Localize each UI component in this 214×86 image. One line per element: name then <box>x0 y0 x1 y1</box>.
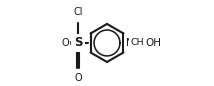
Text: OH: OH <box>145 38 161 48</box>
Text: O: O <box>74 73 82 83</box>
Text: O: O <box>61 38 69 48</box>
Text: N: N <box>126 38 134 48</box>
Text: CH: CH <box>131 38 144 47</box>
Text: S: S <box>74 36 82 49</box>
Text: Cl: Cl <box>73 7 83 17</box>
